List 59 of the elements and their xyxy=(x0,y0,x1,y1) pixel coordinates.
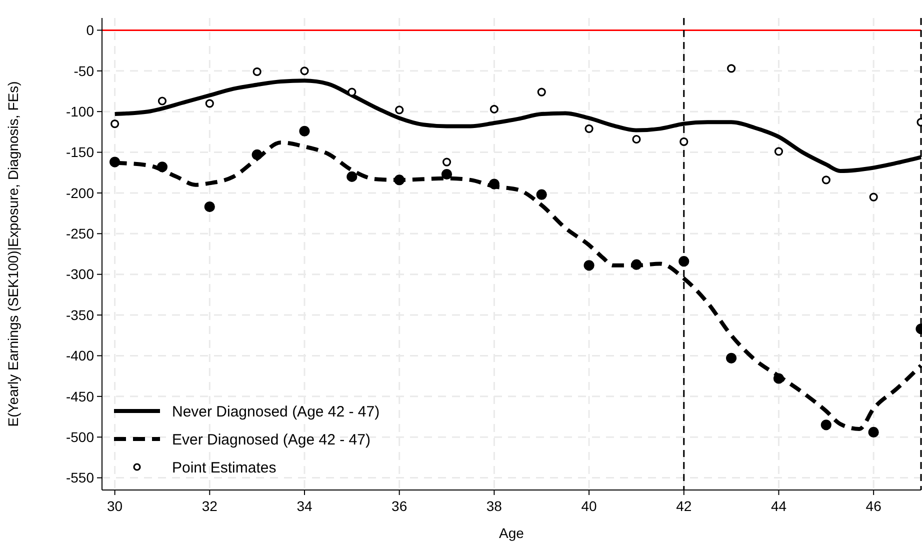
point xyxy=(110,156,120,168)
point xyxy=(490,104,498,114)
point xyxy=(727,64,736,73)
point xyxy=(442,158,452,166)
x-tick-label: 34 xyxy=(296,498,312,514)
y-tick-label: -250 xyxy=(66,226,94,242)
y-axis-title: E(Yearly Earnings (SEK100)|Exposure, Diagnosis, FEs) xyxy=(5,81,21,427)
y-tick-label: -50 xyxy=(74,62,94,79)
point xyxy=(536,189,547,200)
x-tick-label: 32 xyxy=(202,498,218,514)
point xyxy=(205,99,214,108)
point xyxy=(300,66,309,76)
y-tick-label: -400 xyxy=(66,348,94,364)
point xyxy=(584,260,594,271)
x-tick-label: 30 xyxy=(107,498,123,514)
legend-label: Point Estimates xyxy=(172,459,276,476)
point xyxy=(395,106,404,114)
point xyxy=(773,373,784,384)
point xyxy=(441,168,452,180)
point xyxy=(822,176,830,184)
point xyxy=(537,88,546,96)
point xyxy=(868,426,879,438)
x-tick-label: 36 xyxy=(392,498,408,514)
point xyxy=(631,259,642,270)
point xyxy=(156,162,168,172)
y-tick-label: -150 xyxy=(66,144,94,160)
x-tick-label: 40 xyxy=(581,498,598,514)
point xyxy=(632,134,641,144)
y-tick-label: -350 xyxy=(66,306,94,323)
point xyxy=(869,192,878,202)
x-tick-label: 42 xyxy=(676,498,692,514)
y-tick-label: -450 xyxy=(66,388,94,404)
point xyxy=(346,171,358,182)
x-axis-title: Age xyxy=(499,525,524,541)
point xyxy=(774,147,784,156)
legend-label: Ever Diagnosed (Age 42 - 47) xyxy=(172,431,370,448)
x-tick-label: 38 xyxy=(486,498,502,514)
point xyxy=(110,119,120,128)
point xyxy=(820,420,832,430)
point xyxy=(158,96,167,106)
y-tick-label: 0 xyxy=(86,22,94,38)
y-tick-label: -300 xyxy=(66,266,94,282)
point xyxy=(204,202,215,212)
point xyxy=(252,67,262,76)
point xyxy=(394,174,405,186)
y-tick-label: -100 xyxy=(66,103,94,120)
x-tick-label: 44 xyxy=(770,498,787,514)
point xyxy=(252,149,262,160)
point xyxy=(726,352,737,364)
y-tick-label: -200 xyxy=(66,184,94,201)
y-tick-label: -550 xyxy=(66,470,94,486)
x-tick-label: 46 xyxy=(866,498,882,514)
point xyxy=(299,126,310,136)
y-tick-label: -500 xyxy=(66,429,94,446)
point xyxy=(678,256,690,267)
point xyxy=(680,137,688,146)
point xyxy=(584,124,594,133)
legend-label: Never Diagnosed (Age 42 - 47) xyxy=(172,403,380,420)
point xyxy=(488,178,500,190)
